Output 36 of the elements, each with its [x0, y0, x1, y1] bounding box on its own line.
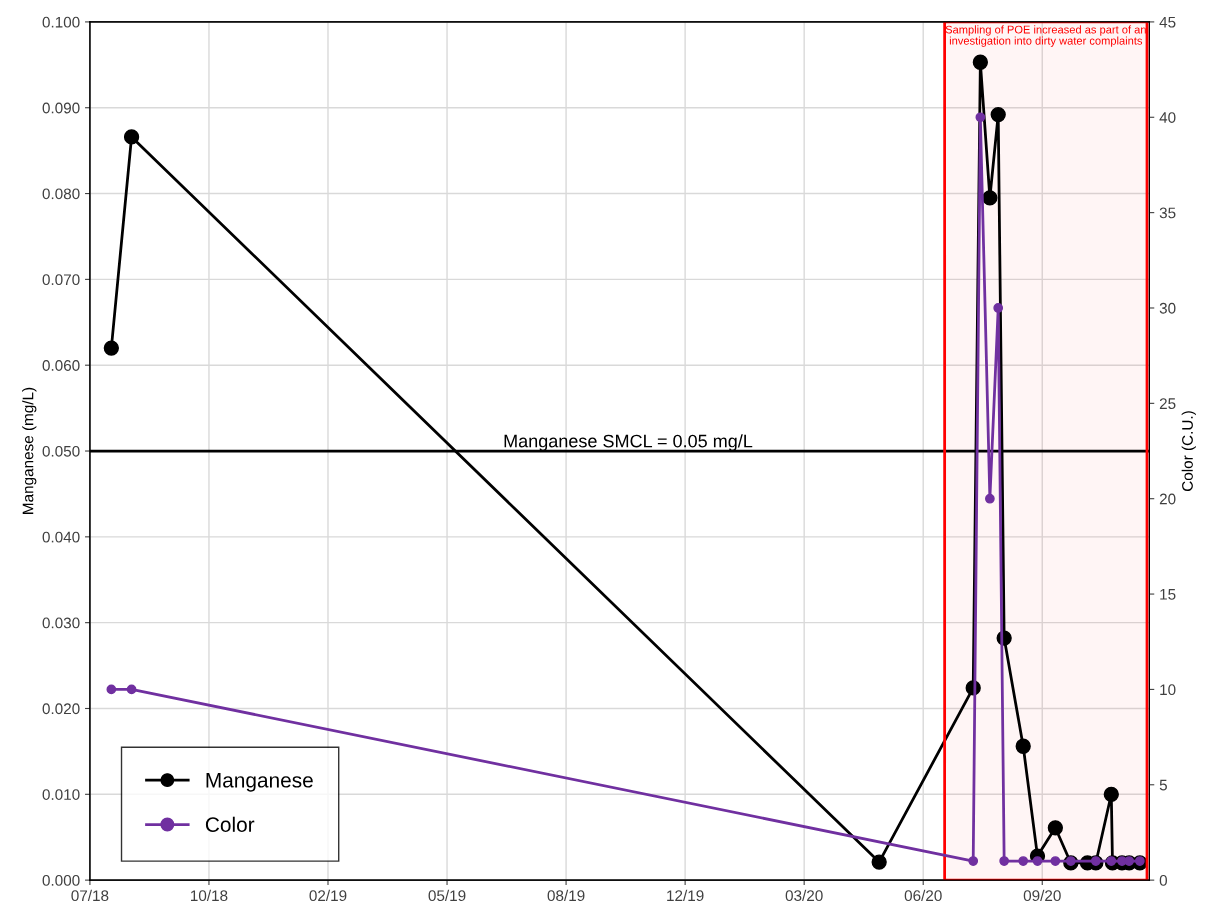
y2-tick-label: 25: [1159, 398, 1176, 410]
y2-tick-label: 5: [1159, 779, 1167, 791]
ref-line-label: Manganese SMCL = 0.05 mg/L: [504, 434, 753, 452]
y-tick-label: 0.070: [42, 274, 80, 286]
x-tick-label: 12/19: [667, 889, 704, 902]
y-tick-label: 0.030: [42, 617, 80, 629]
y2-tick-label: 15: [1160, 589, 1176, 600]
legend-label: Color: [205, 816, 255, 833]
y2-tick-label: 0: [1159, 875, 1168, 886]
y-axis-title: Manganese (mg/L): [22, 387, 37, 514]
x-tick-label: 06/20: [904, 889, 942, 902]
x-tick-label: 07/18: [71, 889, 109, 902]
x-tick-label: 03/20: [785, 889, 823, 902]
y-tick-label: 0.000: [42, 875, 80, 886]
y-tick-label: 0.080: [42, 188, 80, 200]
y-tick-label: 0.060: [42, 360, 80, 371]
y-tick-label: 0.100: [42, 16, 80, 28]
y2-tick-label: 10: [1160, 684, 1176, 696]
x-tick-label: 08/19: [547, 889, 585, 902]
x-tick-label: 05/19: [428, 889, 466, 902]
y2-tick-label: 40: [1159, 112, 1176, 123]
y-tick-label: 0.090: [42, 102, 80, 114]
y-tick-label: 0.040: [42, 531, 80, 543]
y2-tick-label: 30: [1159, 302, 1176, 314]
y2-tick-label: 35: [1159, 207, 1176, 219]
x-tick-label: 02/19: [309, 889, 347, 902]
y-tick-label: 0.050: [42, 445, 80, 457]
x-tick-label: 10/18: [191, 889, 228, 902]
y-tick-label: 0.010: [42, 789, 80, 800]
band-label: Sampling of POE increased as part of an investigation into dirty water complaints: [945, 25, 1146, 47]
legend-label: Manganese: [206, 773, 313, 792]
y2-tick-label: 45: [1159, 16, 1176, 28]
y2-tick-label: 20: [1159, 493, 1176, 505]
y-tick-label: 0.020: [42, 703, 80, 715]
x-tick-label: 09/20: [1023, 889, 1061, 902]
y2-axis-title: Color (C.U.): [1181, 411, 1196, 491]
